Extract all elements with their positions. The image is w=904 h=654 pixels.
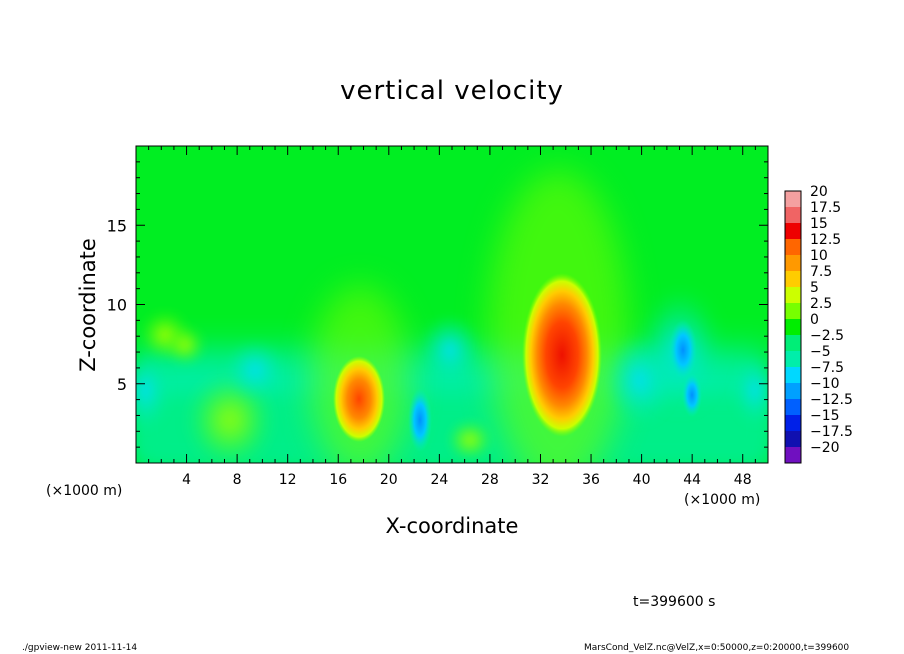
colorbar-label: 17.5 bbox=[810, 200, 841, 216]
colorbar-swatch bbox=[785, 399, 801, 416]
colorbar-swatch bbox=[785, 255, 801, 272]
colorbar-swatch bbox=[785, 303, 801, 320]
x-tick-label: 4 bbox=[182, 472, 191, 488]
colorbar-swatch bbox=[785, 239, 801, 256]
y-tick-label: 5 bbox=[117, 375, 127, 394]
colorbar-swatch bbox=[785, 319, 801, 336]
chart-title: vertical velocity bbox=[340, 76, 564, 106]
x-tick-label: 48 bbox=[734, 472, 752, 488]
x-axis-label: X-coordinate bbox=[385, 514, 519, 538]
colorbar-swatch bbox=[785, 335, 801, 352]
colorbar-frame bbox=[784, 190, 802, 464]
colorbar-label: −15 bbox=[810, 408, 840, 424]
x-tick-label: 16 bbox=[329, 472, 347, 488]
downdraft-44km bbox=[682, 373, 702, 417]
colorbar-label: −7.5 bbox=[810, 360, 844, 376]
x-tick-label: 24 bbox=[430, 472, 448, 488]
footer-program-date: ./gpview-new 2011-11-14 bbox=[22, 643, 138, 653]
x-tick-label: 36 bbox=[582, 472, 600, 488]
secondary-updraft bbox=[333, 356, 385, 442]
main-updraft bbox=[522, 273, 602, 437]
colorbar-swatch bbox=[785, 431, 801, 448]
x-tick-label: 28 bbox=[481, 472, 499, 488]
colorbar-swatch bbox=[785, 351, 801, 368]
x-tick-label: 44 bbox=[683, 472, 701, 488]
colorbar-label: 15 bbox=[810, 216, 828, 232]
x-tick-label: 12 bbox=[279, 472, 297, 488]
colorbar-swatch bbox=[785, 271, 801, 288]
colorbar-swatch bbox=[785, 383, 801, 400]
x-tick-label: 8 bbox=[233, 472, 242, 488]
colorbar-label: 7.5 bbox=[810, 264, 832, 280]
colorbar-label: −2.5 bbox=[810, 328, 844, 344]
colorbar-label: −17.5 bbox=[810, 424, 853, 440]
colorbar-swatch bbox=[785, 207, 801, 224]
x-tick-label: 20 bbox=[380, 472, 398, 488]
colorbar-label: −5 bbox=[810, 344, 831, 360]
colorbar-label: 5 bbox=[810, 280, 819, 296]
colorbar-swatch bbox=[785, 447, 801, 464]
colorbar: 2017.51512.5107.552.50−2.5−5−7.5−10−12.5… bbox=[784, 184, 853, 464]
colorbar-label: −12.5 bbox=[810, 392, 853, 408]
colorbar-label: 2.5 bbox=[810, 296, 832, 312]
colorbar-label: 10 bbox=[810, 248, 828, 264]
footer-data-source: MarsCond_VelZ.nc@VelZ,x=0:50000,z=0:2000… bbox=[584, 643, 850, 653]
x-tick-label: 32 bbox=[532, 472, 550, 488]
colorbar-swatch bbox=[785, 287, 801, 304]
colorbar-label: 20 bbox=[810, 184, 828, 200]
time-label: t=399600 s bbox=[633, 594, 716, 610]
y-axis-label: Z-coordinate bbox=[76, 238, 100, 372]
colorbar-swatch bbox=[785, 415, 801, 432]
colorbar-swatch bbox=[785, 367, 801, 384]
colorbar-label: 12.5 bbox=[810, 232, 841, 248]
colorbar-swatch bbox=[785, 223, 801, 240]
y-tick-label: 10 bbox=[107, 296, 127, 315]
downdraft-43km bbox=[669, 320, 697, 380]
colorbar-label: −10 bbox=[810, 376, 840, 392]
x-tick-label: 40 bbox=[633, 472, 651, 488]
x-unit-label-right: (×1000 m) bbox=[684, 492, 761, 508]
y-tick-label: 15 bbox=[107, 216, 127, 235]
colorbar-label: −20 bbox=[810, 440, 840, 456]
colorbar-swatch bbox=[785, 191, 801, 208]
velocity-field bbox=[136, 146, 768, 463]
x-unit-label-left: (×1000 m) bbox=[46, 483, 123, 499]
colorbar-label: 0 bbox=[810, 312, 819, 328]
downdraft-22km bbox=[408, 388, 432, 452]
